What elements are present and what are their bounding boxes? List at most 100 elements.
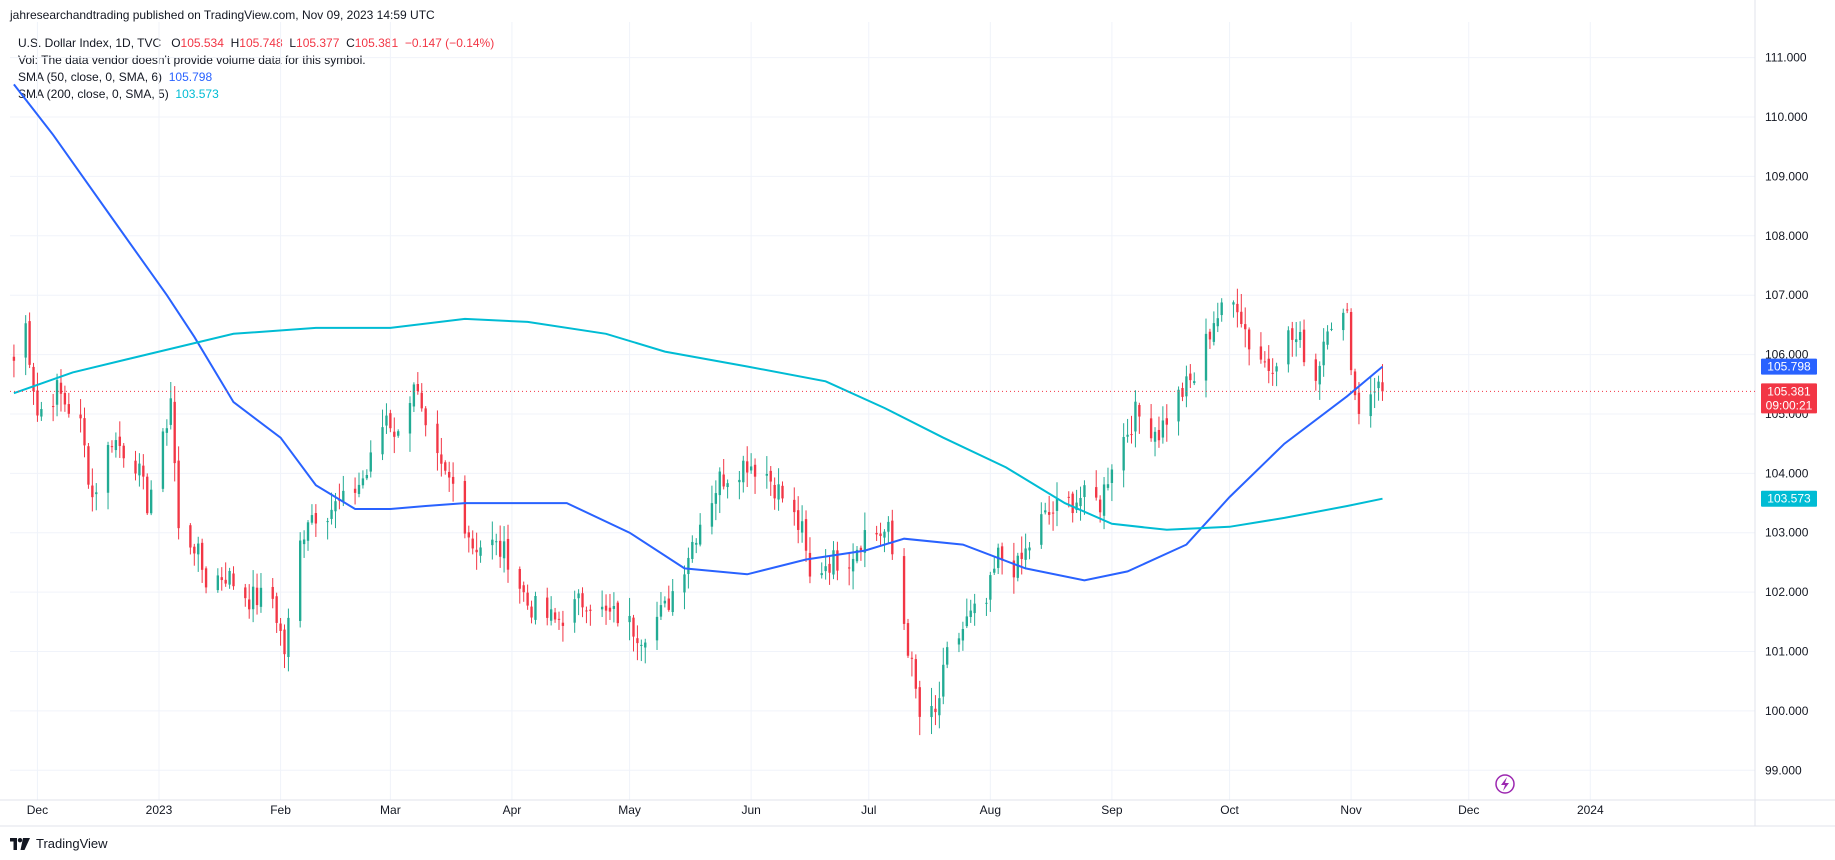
sma200-row[interactable]: SMA (200, close, 0, SMA, 5) 103.573 xyxy=(18,86,494,103)
candle xyxy=(691,535,694,563)
candle xyxy=(985,597,988,616)
candle xyxy=(1122,423,1125,488)
candle-body xyxy=(506,538,510,570)
candle xyxy=(479,540,482,563)
candle xyxy=(585,606,588,624)
candle-body xyxy=(142,465,145,477)
candle xyxy=(424,406,427,437)
candle xyxy=(742,455,745,493)
candle-body xyxy=(530,606,533,618)
candle xyxy=(698,513,702,547)
candle-body xyxy=(793,499,796,513)
candle xyxy=(1263,351,1267,368)
candle-body xyxy=(1318,365,1321,385)
candle-body xyxy=(1244,324,1247,330)
candle-body xyxy=(134,460,137,474)
candle xyxy=(463,475,467,539)
candle xyxy=(1110,464,1114,502)
candle xyxy=(502,526,506,573)
candle-body xyxy=(1095,487,1098,498)
candle-body xyxy=(742,460,745,483)
candle-body xyxy=(1377,381,1380,389)
candle-body xyxy=(91,485,94,498)
candle-body xyxy=(1079,497,1082,507)
candle-body xyxy=(79,414,82,419)
symbol-name[interactable]: U.S. Dollar Index, 1D, TVC xyxy=(18,36,162,50)
candle xyxy=(1377,375,1380,401)
candle xyxy=(1134,390,1137,448)
candle-body xyxy=(302,539,306,545)
candle-body xyxy=(969,610,972,618)
candle xyxy=(506,524,510,583)
candle-body xyxy=(1138,405,1141,417)
candle xyxy=(106,441,110,510)
candle-body xyxy=(1259,346,1263,360)
candle-body xyxy=(55,380,59,405)
candle xyxy=(753,458,757,494)
candle-body xyxy=(1098,499,1102,513)
candle xyxy=(1373,377,1376,409)
candle-body xyxy=(883,531,886,538)
candle-body xyxy=(149,489,153,514)
candle-body xyxy=(1083,485,1086,498)
candle-body xyxy=(914,659,918,689)
candle xyxy=(498,525,502,568)
candle xyxy=(695,538,698,554)
candle-body xyxy=(216,575,220,591)
candle-body xyxy=(259,587,263,607)
candle xyxy=(353,477,357,505)
candle-body xyxy=(502,541,506,559)
candle xyxy=(722,458,725,490)
candle-body xyxy=(495,541,498,543)
candle xyxy=(122,443,125,468)
footer-brand[interactable]: TradingView xyxy=(10,836,108,851)
candle xyxy=(546,587,549,626)
candle xyxy=(965,598,968,629)
candle xyxy=(891,509,894,560)
candle-body xyxy=(475,549,478,553)
candle-body xyxy=(173,401,176,464)
candle-body xyxy=(381,427,384,455)
candle-body xyxy=(63,392,67,405)
candle xyxy=(326,517,329,540)
candle-body xyxy=(1267,358,1270,371)
candle xyxy=(1165,404,1168,442)
candle xyxy=(338,483,341,510)
candle-body xyxy=(1295,339,1298,343)
candle-body xyxy=(451,476,455,484)
candle-body xyxy=(306,522,310,541)
candle-body xyxy=(1216,318,1219,327)
candle xyxy=(495,533,498,556)
candle xyxy=(824,549,827,580)
symbol-row: U.S. Dollar Index, 1D, TVC O105.534 H105… xyxy=(18,35,494,52)
candle xyxy=(1302,319,1306,367)
lightning-icon[interactable] xyxy=(1495,774,1515,794)
candle-body xyxy=(1075,502,1078,511)
sma50-row[interactable]: SMA (50, close, 0, SMA, 6) 105.798 xyxy=(18,69,494,86)
candle-body xyxy=(193,546,196,554)
candle xyxy=(165,419,169,446)
candle-body xyxy=(40,409,43,417)
candle xyxy=(1040,502,1043,549)
x-tick-label: Aug xyxy=(980,803,1001,817)
x-tick-label: Dec xyxy=(1458,803,1479,817)
candle-body xyxy=(255,587,259,606)
candle xyxy=(1287,326,1290,373)
candle xyxy=(1208,328,1212,349)
time-axis: Dec 2023 Feb Mar Apr May Jun Jul Aug Sep Oct Nov Dec… xyxy=(27,803,1604,817)
candle xyxy=(1381,364,1384,401)
candle xyxy=(883,529,886,553)
candle xyxy=(961,621,965,651)
candle xyxy=(616,600,619,627)
sma200-price-tag: 103.573 xyxy=(1767,492,1811,506)
candle xyxy=(804,510,808,562)
candle-body xyxy=(628,615,631,623)
candle xyxy=(310,504,314,525)
x-tick-label: Jul xyxy=(861,803,876,817)
candle xyxy=(644,638,647,664)
candle xyxy=(95,483,98,511)
candle-body xyxy=(824,566,827,572)
candle xyxy=(738,470,741,500)
candle xyxy=(612,592,616,623)
